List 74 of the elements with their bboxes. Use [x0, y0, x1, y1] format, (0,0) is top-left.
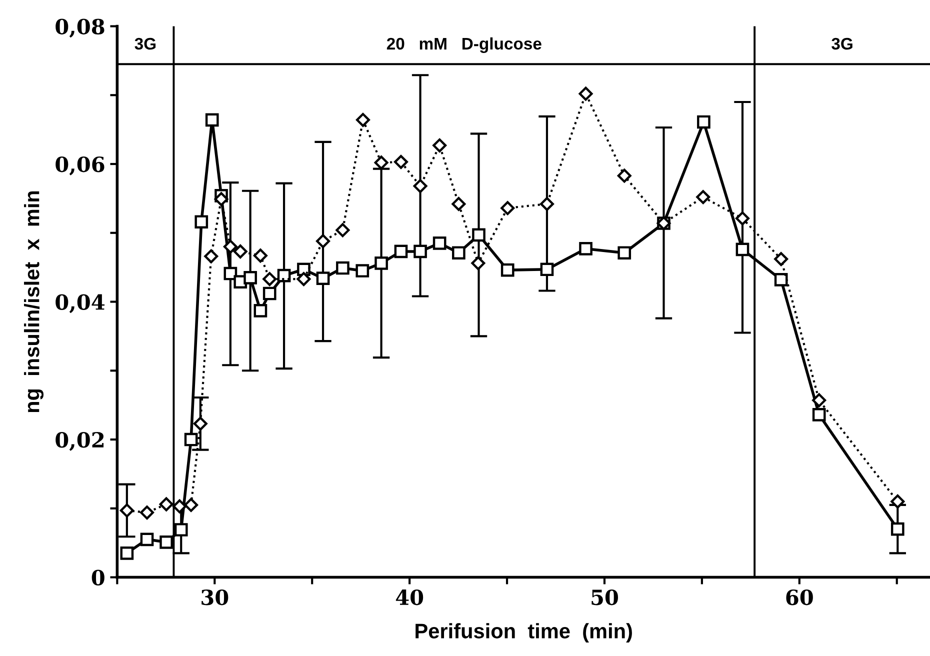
point: [394, 154, 408, 169]
point: [233, 244, 248, 258]
point: [140, 532, 154, 546]
point: [471, 256, 486, 270]
point: [394, 244, 408, 258]
point: [735, 211, 750, 226]
point: [253, 248, 268, 263]
point: [774, 252, 788, 266]
point: [500, 263, 514, 277]
point: [579, 242, 592, 256]
point: [316, 234, 330, 248]
point: [254, 304, 268, 318]
y-tick-label: 0,06: [56, 156, 104, 176]
point: [618, 246, 632, 260]
point: [578, 86, 593, 101]
point: [159, 497, 174, 512]
annotation: 3G: [832, 38, 852, 50]
point: [500, 201, 515, 216]
point: [193, 416, 208, 431]
point: [696, 190, 710, 204]
point: [336, 261, 350, 275]
point: [452, 196, 466, 211]
point: [336, 223, 350, 238]
point: [316, 272, 330, 286]
point: [356, 264, 370, 278]
y-tick-label: 0,02: [56, 432, 104, 451]
point: [774, 273, 788, 286]
point: [277, 268, 291, 282]
point: [374, 256, 388, 270]
point: [432, 236, 446, 250]
point: [812, 393, 826, 408]
annotation: 3G: [134, 38, 156, 50]
point: [890, 494, 905, 509]
point: [812, 408, 826, 422]
point: [262, 286, 276, 300]
point: [184, 498, 198, 512]
point: [194, 215, 208, 229]
point: [617, 168, 632, 183]
point: [472, 228, 486, 242]
y-tick-label: 0,08: [56, 18, 104, 38]
y-tick-label: 0: [92, 570, 104, 586]
point: [452, 246, 466, 260]
point: [223, 240, 238, 254]
x-tick-label: 30: [202, 589, 228, 606]
annotation: 20 mM D-glucose: [386, 37, 542, 53]
point: [890, 522, 904, 536]
x-tick-label: 40: [396, 589, 424, 606]
point: [214, 192, 228, 206]
point: [140, 506, 154, 520]
point: [413, 179, 428, 194]
x-tick-label: 60: [786, 589, 813, 606]
point: [432, 138, 447, 152]
point: [374, 156, 388, 170]
point: [244, 270, 257, 284]
point: [540, 262, 554, 276]
point: [120, 546, 134, 560]
point: [204, 249, 218, 264]
point: [172, 499, 187, 514]
point: [356, 112, 370, 127]
point: [174, 523, 188, 536]
point: [414, 244, 427, 258]
point: [697, 115, 710, 129]
y-tick-label: 0,04: [56, 294, 105, 314]
y-axis-title: ng insulin/islet x min: [24, 191, 44, 412]
point: [120, 503, 134, 518]
point: [296, 272, 311, 286]
x-tick-label: 50: [592, 589, 618, 606]
point: [736, 242, 750, 256]
point: [160, 535, 173, 549]
point: [184, 432, 198, 446]
point: [262, 272, 277, 286]
x-axis-title: Perifusion time (min): [416, 623, 632, 643]
point: [205, 113, 219, 127]
point: [540, 196, 554, 211]
